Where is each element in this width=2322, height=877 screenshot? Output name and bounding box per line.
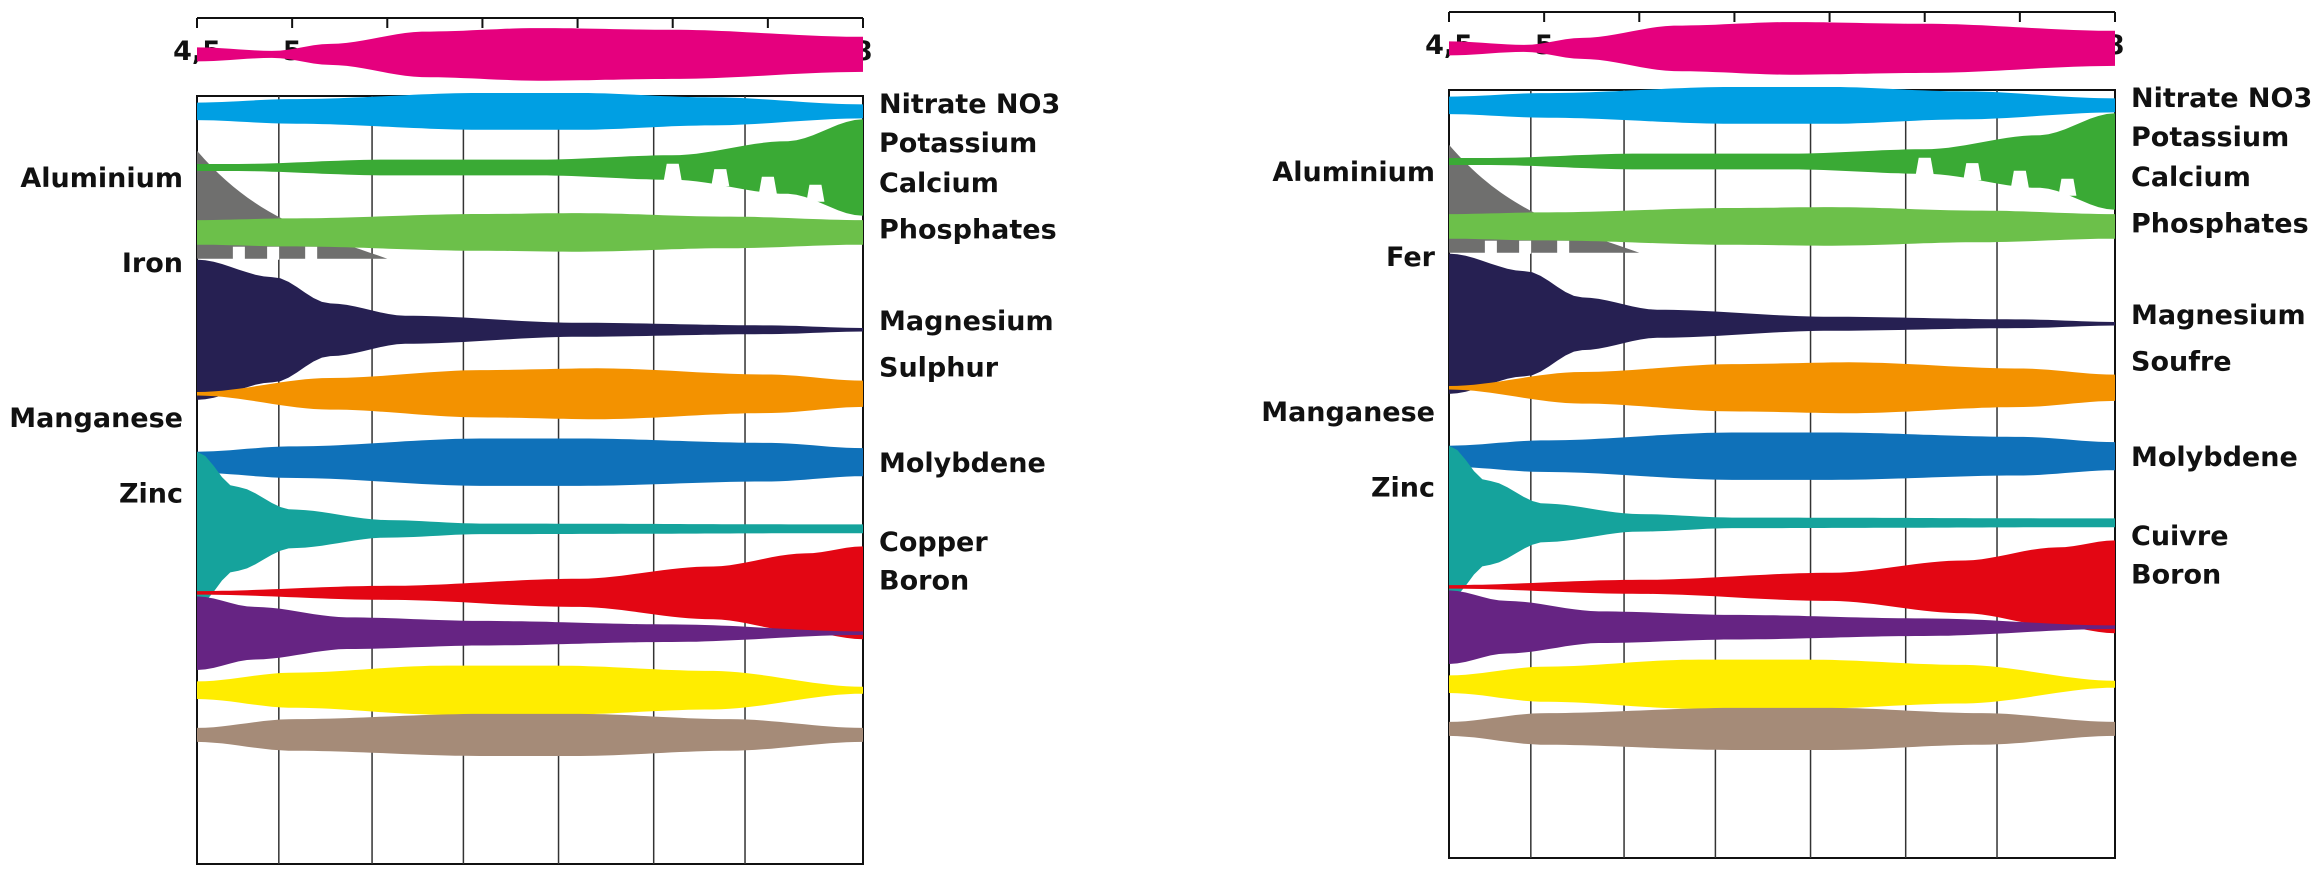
band-manganese (197, 451, 863, 606)
band-nitrate (1449, 22, 2115, 75)
band-phosphates (1449, 207, 2115, 246)
band-potassium (1449, 87, 2115, 124)
aluminium-notch (232, 246, 245, 260)
label-copper: Copper (879, 527, 988, 558)
label-manganese: Manganese (1261, 397, 1435, 428)
calcium-notch (711, 169, 730, 187)
band-magnesium (197, 368, 863, 420)
label-potassium: Potassium (2131, 122, 2289, 153)
band-zinc (197, 596, 863, 670)
aluminium-notch (305, 246, 318, 260)
band-copper (197, 665, 863, 715)
label-potassium: Potassium (879, 128, 1037, 159)
band-molybdene (1449, 540, 2115, 634)
label-phosphates: Phosphates (879, 215, 1057, 246)
band-iron (1449, 253, 2115, 394)
label-molybdene: Molybdene (879, 448, 1046, 479)
label-boron: Boron (879, 565, 969, 596)
label-sulphur: Sulphur (879, 352, 999, 383)
label-copper: Cuivre (2131, 521, 2229, 552)
label-sulphur: Soufre (2131, 346, 2232, 377)
label-manganese: Manganese (9, 403, 183, 434)
band-boron (197, 713, 863, 756)
label-calcium: Calcium (879, 168, 999, 199)
label-zinc: Zinc (1371, 473, 1435, 504)
label-aluminium: Aluminium (1272, 157, 1435, 188)
calcium-notch (806, 184, 825, 202)
label-iron: Iron (122, 248, 183, 279)
label-zinc: Zinc (119, 479, 183, 510)
band-calcium (1449, 113, 2115, 210)
calcium-notch (2058, 178, 2077, 196)
label-nitrate: Nitrate NO3 (879, 89, 1060, 120)
label-magnesium: Magnesium (2131, 300, 2306, 331)
aluminium-notch (1519, 240, 1532, 254)
band-nitrate (197, 28, 863, 81)
calcium-notch (1963, 163, 1982, 181)
aluminium-notch (1484, 240, 1497, 254)
label-nitrate: Nitrate NO3 (2131, 83, 2312, 114)
band-zinc (1449, 590, 2115, 664)
band-boron (1449, 707, 2115, 750)
band-potassium (197, 93, 863, 130)
band-magnesium (1449, 362, 2115, 414)
label-phosphates: Phosphates (2131, 209, 2309, 240)
chart-panel-english: 4,555,566,577,58Nitrate NO3PotassiumCalc… (9, 17, 1060, 865)
band-sulphur (197, 438, 863, 486)
band-molybdene (197, 546, 863, 640)
band-manganese (1449, 445, 2115, 600)
aluminium-notch (1557, 240, 1570, 254)
label-boron: Boron (2131, 559, 2221, 590)
band-calcium (197, 119, 863, 216)
label-iron: Fer (1386, 242, 1436, 273)
label-aluminium: Aluminium (20, 163, 183, 194)
band-sulphur (1449, 432, 2115, 480)
calcium-notch (1915, 157, 1934, 175)
label-magnesium: Magnesium (879, 306, 1054, 337)
calcium-notch (2010, 170, 2029, 188)
chart-panel-french: 4,555,566,577,58Nitrate NO3PotassiumCalc… (1261, 11, 2312, 859)
band-phosphates (197, 213, 863, 252)
calcium-notch (663, 163, 682, 181)
aluminium-notch (267, 246, 280, 260)
label-calcium: Calcium (2131, 162, 2251, 193)
band-copper (1449, 659, 2115, 709)
calcium-notch (758, 176, 777, 194)
band-iron (197, 259, 863, 400)
label-molybdene: Molybdene (2131, 442, 2298, 473)
